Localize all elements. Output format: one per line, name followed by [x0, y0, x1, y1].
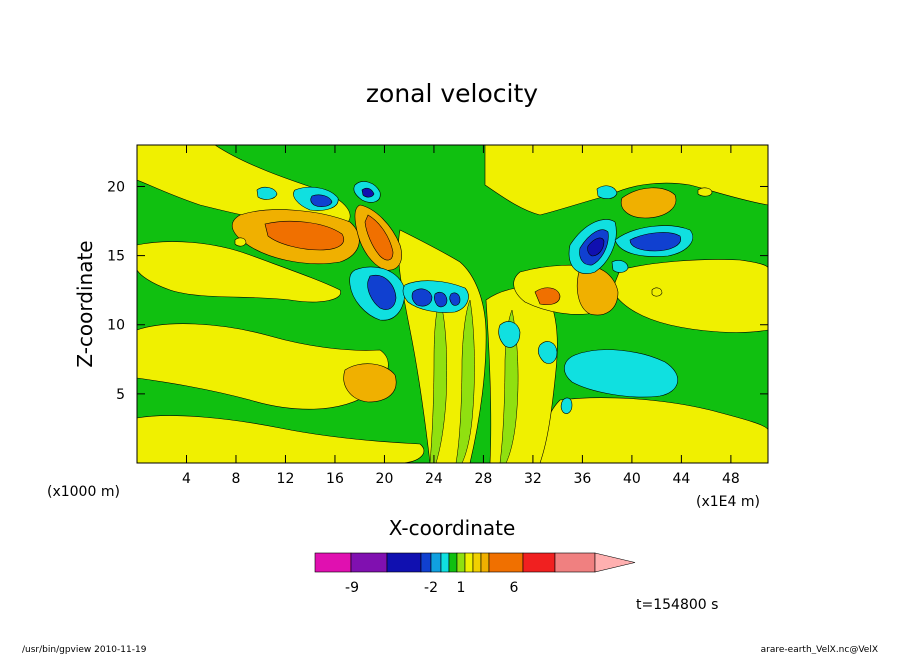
lobe-negative-upper-left-1-core [310, 194, 333, 207]
colorbar-segment [440, 552, 450, 573]
band-right-mid [611, 259, 768, 333]
colorbar-segment [522, 552, 556, 573]
lobe-positive-small-right [534, 287, 561, 306]
colorbar-segment [480, 552, 490, 573]
colorbar-tick-label: -9 [345, 580, 359, 596]
colorbar: -9 -2 1 6 [314, 552, 636, 596]
x-tick-label: 24 [425, 471, 443, 487]
speck-right-1 [651, 287, 663, 297]
speck-left-1 [234, 237, 247, 247]
colorbar-segment [464, 552, 474, 573]
x-unit-label: (x1000 m) [47, 484, 120, 500]
x-axis-label: X-coordinate [389, 516, 516, 540]
x-tick-label: 8 [232, 471, 241, 487]
colorbar-tick-label: 1 [457, 580, 466, 596]
colorbar-segment [448, 552, 458, 573]
x-tick-label: 20 [376, 471, 394, 487]
colorbar-segment [554, 552, 596, 573]
y-tick-label: 10 [107, 318, 125, 334]
lobe-negative-center-blob-2 [434, 291, 448, 308]
colorbar-segment [472, 552, 482, 573]
x-tick-label: 48 [722, 471, 740, 487]
y-tick-label: 15 [107, 249, 125, 265]
lobe-positive-upper-left-inner [264, 220, 344, 251]
lobe-negative-right-far [611, 260, 629, 273]
lobe-negative-upper-left-2 [256, 186, 278, 200]
lobe-negative-right-low [564, 349, 678, 398]
lobe-positive-center-right [577, 266, 619, 316]
colorbar-segment [386, 552, 422, 573]
lobe-negative-right-tiny [560, 397, 573, 414]
lobe-negative-right-2-core [629, 232, 681, 252]
x-tick-label: 44 [672, 471, 690, 487]
speck-right-2 [697, 187, 713, 197]
x-tick-label: 16 [326, 471, 344, 487]
lobe-negative-left-mid-core [367, 274, 397, 310]
band-center-right [485, 286, 558, 463]
colorbar-segment [350, 552, 388, 573]
streak-center-2 [455, 299, 475, 463]
lobe-negative-center-blob-1 [411, 288, 433, 307]
lobe-negative-center-low-2 [538, 341, 558, 364]
band-left-bottom [137, 415, 425, 463]
colorbar-segment [456, 552, 466, 573]
x-tick-label: 28 [475, 471, 493, 487]
footer-right: arare-earth_VelX.nc@VelX [761, 645, 878, 654]
lobe-negative-right-upper-core [587, 237, 605, 257]
time-label: t=154800 s [636, 597, 718, 613]
colorbar-tick-label: -2 [424, 580, 438, 596]
lobe-negative-center-low-1 [498, 321, 521, 348]
colorbar-segment [420, 552, 432, 573]
colorbar-extension-arrow [594, 552, 636, 573]
x-axis: 4 8 12 16 20 24 28 32 36 40 44 48 [182, 145, 740, 487]
plot-frame [136, 144, 769, 464]
colorbar-tick-label: 6 [510, 580, 519, 596]
streak-center-3 [499, 309, 519, 463]
lobe-negative-center-blob-3 [449, 292, 461, 306]
x-tick-label: 36 [573, 471, 591, 487]
x-tick-label: 32 [524, 471, 542, 487]
lobe-negative-upper-left-3-core [361, 187, 375, 198]
y-axis-label: Z-coordinate [73, 240, 97, 367]
lobe-positive-upper-right [620, 187, 677, 219]
lobe-negative-upper-right-small [596, 185, 618, 199]
y-axis: 5 10 15 20 [107, 179, 768, 403]
contour-field [137, 145, 768, 463]
x-tick-label: 40 [623, 471, 641, 487]
chart-title: zonal velocity [366, 79, 538, 108]
y-tick-label: 20 [107, 179, 125, 195]
colorbar-segment [488, 552, 524, 573]
x-tick-label: 4 [182, 471, 191, 487]
lobe-positive-lower-left [343, 363, 397, 403]
lobe-positive-diag-left-inner [364, 214, 394, 261]
y-unit-label: (x1E4 m) [696, 494, 760, 510]
streak-center-1 [429, 299, 447, 463]
colorbar-segment [430, 552, 442, 573]
footer-left: /usr/bin/gpview 2010-11-19 [22, 645, 147, 654]
y-tick-label: 5 [116, 387, 125, 403]
band-left-mid [137, 241, 341, 303]
x-tick-label: 12 [277, 471, 295, 487]
colorbar-segment [314, 552, 352, 573]
